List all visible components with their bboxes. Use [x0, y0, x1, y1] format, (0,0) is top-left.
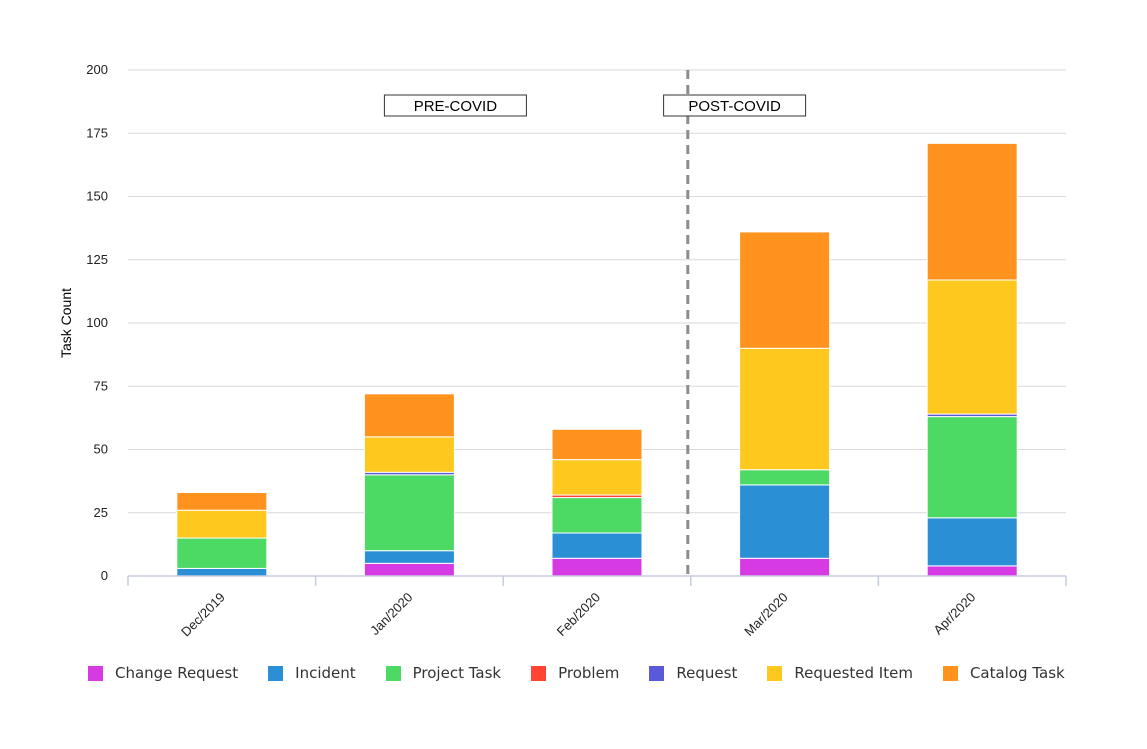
bar-segment[interactable] [551, 459, 643, 496]
x-tick-label: Feb/2020 [554, 590, 603, 639]
bar-segment[interactable] [739, 469, 831, 486]
y-tick-label: 150 [86, 189, 108, 204]
bar-segment[interactable] [363, 436, 455, 473]
bar-segment[interactable] [176, 537, 268, 569]
bar-segment[interactable] [926, 416, 1018, 519]
bar-segment[interactable] [739, 484, 831, 559]
legend-item[interactable]: Project Task [385, 664, 502, 682]
legend-label: Incident [295, 664, 356, 682]
bar-segment[interactable] [551, 532, 643, 559]
legend-item[interactable]: Change Request [88, 664, 238, 682]
x-tick-label: Jan/2020 [367, 590, 415, 638]
legend-label: Problem [558, 664, 620, 682]
y-tick-label: 0 [101, 568, 108, 583]
region-annotation-box [663, 94, 807, 117]
grid-layer [128, 69, 1066, 514]
legend-item[interactable]: Catalog Task [942, 664, 1065, 682]
y-tick-label: 175 [86, 125, 108, 140]
bar-segment[interactable] [551, 497, 643, 534]
legend-item[interactable]: Problem [531, 664, 619, 682]
legend-label: Request [676, 664, 738, 682]
region-annotation-label: POST-COVID [688, 98, 781, 115]
bar-segment[interactable] [551, 557, 643, 577]
y-tick-label: 50 [94, 442, 108, 457]
legend-label: Project Task [412, 664, 502, 682]
bar-segment[interactable] [739, 231, 831, 349]
y-axis-title: Task Count [58, 288, 74, 358]
bar-segment[interactable] [926, 279, 1018, 415]
legend-swatch [942, 665, 958, 681]
stacked-bar-chart: 0 25 50 75 100 125 150 175 200 Dec/2019 Jan/2020 Fe… [58, 62, 1067, 640]
bar-segment[interactable] [176, 492, 268, 511]
legend-item[interactable]: Request [649, 664, 737, 682]
x-tick-label: Dec/2019 [178, 590, 228, 640]
legend-label: Change Request [115, 664, 239, 682]
legend-swatch [385, 665, 401, 681]
region-annotation-box [383, 94, 527, 117]
legend-swatch [268, 665, 284, 681]
legend-item[interactable]: Requested Item [767, 664, 913, 682]
bar-segment[interactable] [926, 142, 1018, 281]
legend-label: Catalog Task [969, 664, 1065, 682]
bar-segment[interactable] [739, 347, 831, 471]
bars-layer [176, 142, 1018, 577]
legend-swatch [649, 665, 665, 681]
bar-segment[interactable] [363, 550, 455, 564]
bar-segment[interactable] [551, 428, 643, 461]
chart-legend: Change Request Incident Project Task Proble… [88, 664, 1095, 682]
legend-swatch [767, 665, 783, 681]
y-tick-label: 25 [94, 505, 108, 520]
bar-segment[interactable] [739, 557, 831, 577]
bar-segment[interactable] [176, 567, 268, 577]
y-tick-label: 125 [86, 252, 108, 267]
legend-swatch [88, 665, 103, 681]
legend-swatch [531, 665, 547, 681]
x-tick-label: Apr/2020 [930, 590, 978, 638]
y-tick-label: 75 [94, 378, 108, 393]
annotation-layer: PRE-COVID POST-COVID [383, 70, 807, 576]
bar-segment[interactable] [363, 393, 455, 438]
bar-segment[interactable] [926, 517, 1018, 567]
bar-segment[interactable] [926, 565, 1018, 577]
y-tick-label: 200 [86, 62, 108, 77]
bar-segment[interactable] [363, 562, 455, 577]
legend-item[interactable]: Incident [268, 664, 356, 682]
bar-segment[interactable] [176, 509, 268, 539]
region-annotation-label: PRE-COVID [414, 98, 498, 115]
y-tick-label: 100 [86, 315, 108, 330]
x-tick-label: Mar/2020 [741, 590, 790, 639]
legend-label: Requested Item [794, 664, 913, 682]
bar-segment[interactable] [363, 474, 455, 552]
